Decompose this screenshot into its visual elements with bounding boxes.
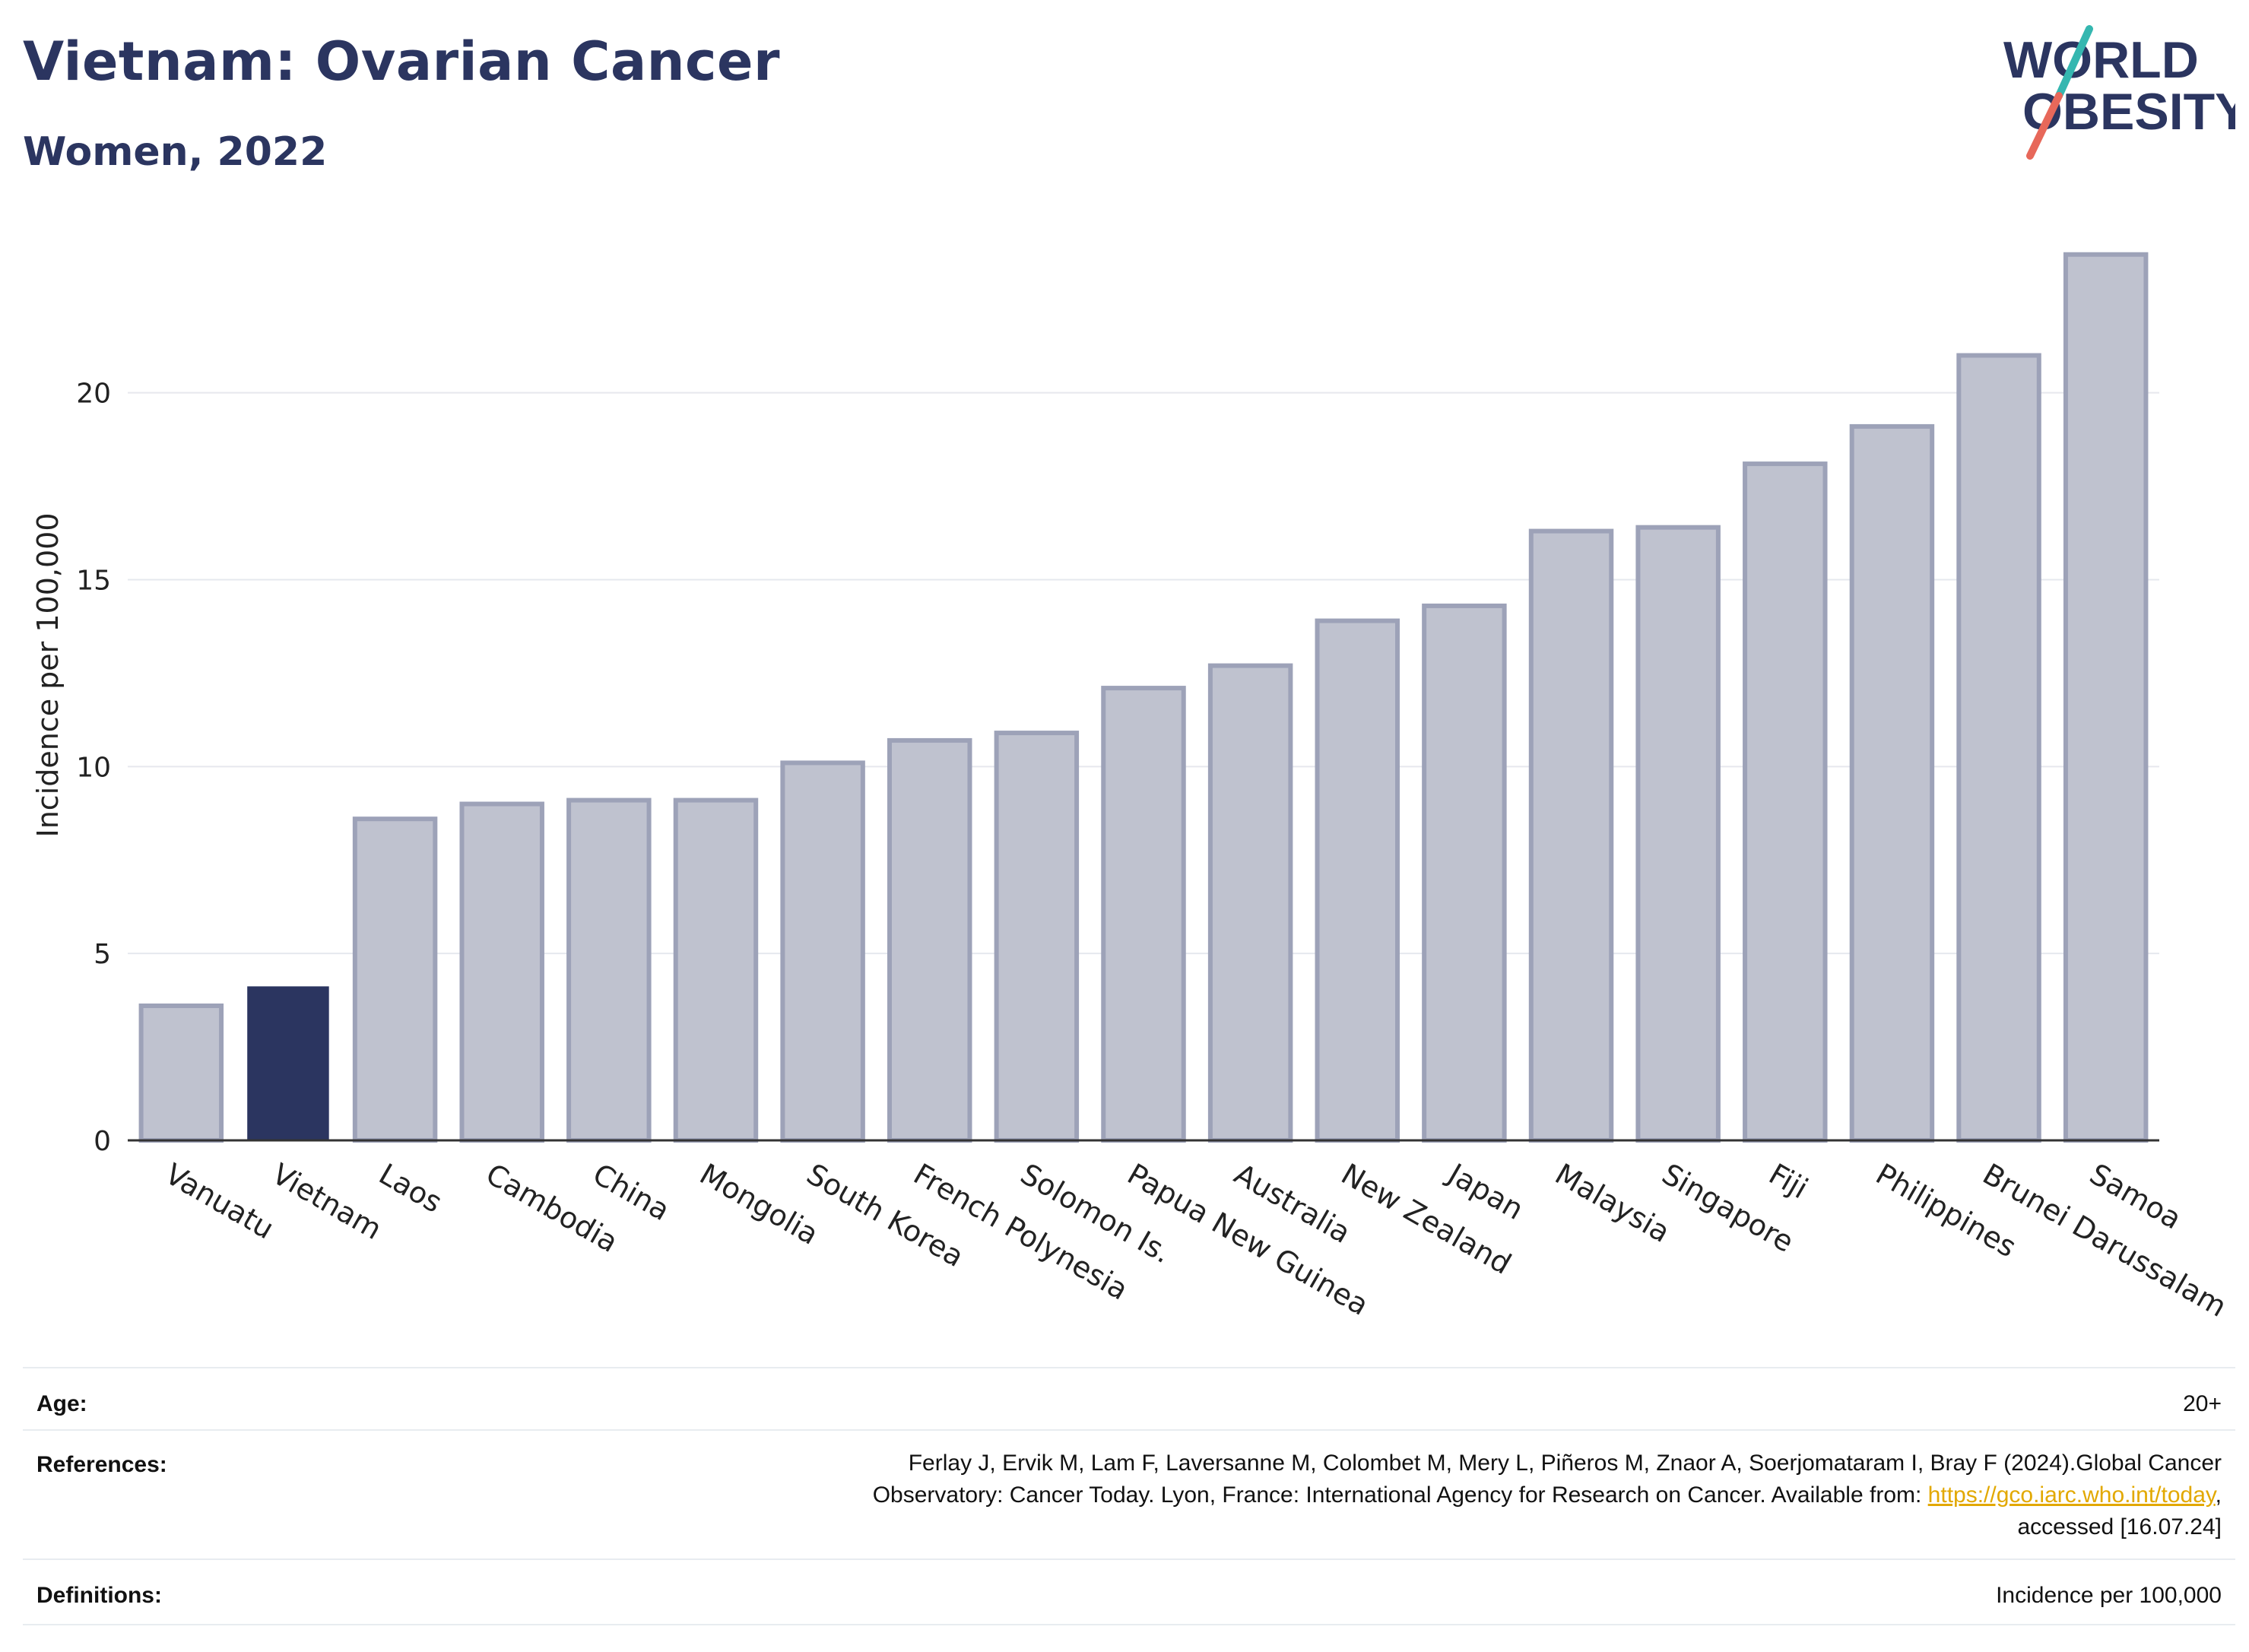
bar-fiji [1743,461,1828,1143]
y-tick-label: 15 [76,566,111,597]
bar-cambodia [459,801,544,1143]
bar-laos [352,816,438,1143]
bar-new-zealand [1315,618,1400,1143]
page-subtitle: Women, 2022 [23,129,328,175]
age-value: 20+ [2183,1391,2222,1416]
references-line3: accessed [16.07.24] [2017,1514,2222,1539]
definitions-value: Incidence per 100,000 [1996,1583,2222,1608]
bar-solomon-is [994,731,1080,1143]
meta-row-references: References: Ferlay J, Ervik M, Lam F, La… [23,1429,2235,1558]
x-tick-label: Laos [373,1157,448,1219]
y-tick-label: 10 [76,752,111,783]
y-tick-label: 5 [94,939,111,970]
logo-line1: WORLD [2003,31,2199,89]
references-line2-end: , [2215,1482,2222,1508]
y-tick-label: 20 [76,379,111,410]
bar-french-polynesia [887,737,972,1143]
world-obesity-logo: WORLD OBESITY [2003,25,2235,160]
bar-japan [1422,603,1507,1143]
bar-philippines [1849,423,1935,1143]
bar-samoa [2063,252,2149,1143]
bar-vanuatu [138,1004,224,1143]
bar-malaysia [1528,528,1614,1143]
x-tick-label: Malaysia [1550,1157,1676,1249]
y-tick-label: 0 [94,1126,111,1157]
references-label: References: [36,1452,167,1477]
y-tick-labels: 0 5 10 15 20 [76,379,111,1157]
meta-bottom-rule [23,1624,2235,1627]
references-line2: Observatory: Cancer Today. Lyon, France:… [873,1479,2222,1511]
references-link[interactable]: https://gco.iarc.who.int/today [1927,1482,2216,1508]
bar-mongolia [673,797,759,1143]
meta-row-age: Age: 20+ [23,1367,2235,1429]
y-axis-label: Incidence per 100,000 [31,512,65,837]
page-title: Vietnam: Ovarian Cancer [23,30,781,93]
age-label: Age: [36,1391,87,1416]
logo-slash-teal [2055,25,2093,100]
bar-brunei-darussalam [1956,353,2041,1143]
meta-row-definitions: Definitions: Incidence per 100,000 [23,1558,2235,1624]
x-tick-label: Mongolia [694,1157,824,1251]
bar-australia [1207,663,1293,1143]
x-tick-label: Fiji [1763,1157,1813,1205]
x-tick-label: Vietnam [266,1157,387,1246]
bar-vietnam [247,986,329,1141]
references-line2-text: Observatory: Cancer Today. Lyon, France:… [872,1482,1928,1508]
bars-layer [138,252,2149,1143]
x-tick-label: Vanuatu [160,1157,280,1245]
bar-china [566,797,652,1143]
logo-slash-coral [2026,92,2063,160]
bar-south-korea [780,760,865,1143]
references-value: Ferlay J, Ervik M, Lam F, Laversanne M, … [873,1447,2222,1543]
bar-papua-new-guinea [1101,686,1186,1143]
bar-singapore [1635,525,1721,1143]
references-line1: Ferlay J, Ervik M, Lam F, Laversanne M, … [908,1451,2222,1476]
definitions-label: Definitions: [36,1583,162,1608]
